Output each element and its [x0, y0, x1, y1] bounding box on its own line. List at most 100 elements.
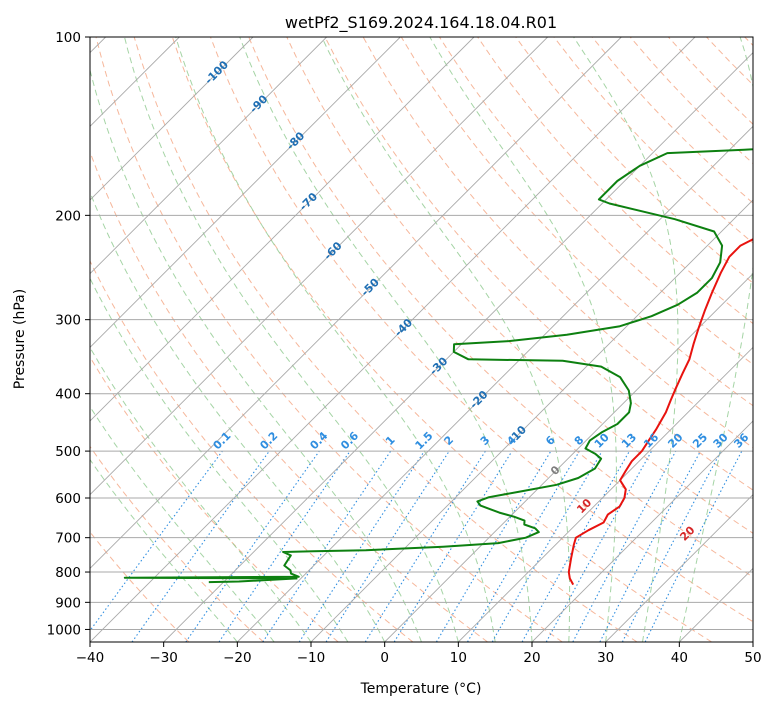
moist-adiabat	[90, 277, 349, 642]
x-tick-label: 0	[380, 650, 389, 666]
mixing-ratio-label: 10	[592, 430, 612, 450]
dry-adiabat	[515, 37, 753, 284]
mixing-ratio-line	[467, 450, 580, 642]
x-tick-label: −20	[223, 650, 252, 666]
mixing-ratio-line	[185, 450, 320, 642]
moist-adiabat	[90, 68, 422, 642]
isotherm-label: 0	[548, 463, 563, 478]
x-axis-label: Temperature (°C)	[360, 681, 482, 697]
mixing-ratio-label: 2	[442, 433, 457, 448]
mixing-ratio-label: 0.6	[338, 429, 361, 452]
isotherm	[90, 37, 696, 642]
isotherm	[163, 52, 753, 642]
chart-title: wetPf2_S169.2024.164.18.04.R01	[285, 13, 557, 33]
dry-adiabat	[553, 37, 753, 244]
isotherm	[90, 37, 327, 275]
isotherm	[90, 37, 401, 348]
moist-adiabat	[90, 190, 386, 642]
y-tick-label: 400	[55, 387, 81, 403]
isotherm-label: -90	[247, 92, 270, 115]
line-labels: -100-90-80-70-60-50-40-30-20-10010203040…	[202, 58, 751, 544]
background-lines	[90, 37, 753, 642]
y-tick-label: 500	[55, 444, 81, 460]
y-axis-label: Pressure (hPa)	[12, 289, 28, 389]
mixing-ratio-label: 0.4	[307, 429, 330, 452]
mixing-ratio-label: 0.1	[211, 429, 234, 452]
y-tick-label: 900	[55, 595, 81, 611]
isotherm	[458, 346, 753, 642]
isotherm	[90, 37, 548, 496]
y-tick-label: 1000	[47, 622, 81, 638]
dry-adiabat	[90, 445, 264, 642]
moist-adiabat	[678, 37, 753, 642]
mixing-ratio-line	[393, 450, 513, 642]
mixing-ratio-label: 6	[543, 433, 558, 448]
y-tick-label: 600	[55, 491, 81, 507]
dry-adiabat-label: 10	[574, 496, 594, 516]
moist-adiabat	[321, 37, 571, 642]
dry-adiabat	[90, 531, 190, 642]
dry-adiabat	[95, 37, 563, 642]
moist-adiabat	[573, 37, 679, 642]
dry-adiabat	[248, 37, 753, 578]
dewpoint-surface-spike-line	[208, 577, 298, 584]
moist-adiabat	[239, 37, 533, 642]
x-tick-label: 20	[523, 650, 540, 666]
dry-adiabat	[668, 37, 753, 125]
isotherm	[679, 567, 753, 642]
isotherm-label: -60	[321, 239, 344, 262]
isotherm	[384, 273, 753, 642]
x-tick-label: −40	[76, 650, 105, 666]
mixing-ratio-label: 13	[619, 431, 639, 451]
dry-adiabat	[286, 37, 753, 534]
isotherm-label: -70	[297, 190, 320, 213]
dry-adiabat	[210, 37, 753, 623]
mixing-ratio-line	[131, 450, 270, 642]
dry-adiabat	[90, 356, 339, 642]
moist-adiabat	[90, 405, 275, 642]
dry-adiabat	[171, 37, 712, 642]
axis-ticks: −40 −30 −20 −10 0 10 20 30 40 5010020030040050060…	[47, 30, 762, 666]
isotherm	[237, 125, 753, 642]
x-tick-label: 50	[744, 650, 761, 666]
mixing-ratio-line	[545, 450, 653, 642]
dry-adiabat	[90, 150, 488, 642]
x-tick-label: −10	[297, 650, 326, 666]
mixing-ratio-line	[325, 450, 450, 642]
x-tick-label: 10	[450, 650, 467, 666]
mixing-ratio-label: 8	[572, 433, 587, 448]
x-tick-label: 40	[671, 650, 688, 666]
isotherm	[752, 641, 753, 642]
mixing-ratio-label: 36	[731, 430, 751, 450]
moist-adiabat	[90, 458, 238, 642]
dry-adiabat	[133, 37, 638, 642]
moist-adiabat	[90, 346, 312, 642]
mixing-ratio-line	[262, 450, 392, 642]
y-tick-label: 800	[55, 565, 81, 581]
dry-adiabat	[90, 259, 414, 642]
moist-adiabat	[429, 37, 617, 642]
isotherm-label: -80	[284, 129, 307, 152]
y-tick-label: 200	[55, 208, 81, 224]
mixing-ratio-line	[218, 450, 351, 642]
mixing-ratio-line	[521, 450, 630, 642]
mixing-ratio-label: 1	[383, 433, 398, 448]
isotherm-label: -100	[202, 58, 231, 87]
x-tick-label: −30	[149, 650, 178, 666]
dry-adiabat	[324, 37, 753, 491]
mixing-ratio-label: 1.5	[413, 429, 436, 452]
moist-adiabat	[124, 37, 459, 642]
mixing-ratio-line	[572, 450, 677, 642]
y-tick-label: 100	[55, 30, 81, 46]
isotherm	[605, 494, 753, 642]
isotherm	[90, 37, 475, 422]
mixing-ratio-line	[90, 450, 223, 632]
mixing-ratio-label: 0.2	[257, 429, 280, 452]
mixing-ratio-line	[644, 450, 743, 642]
dry-adiabat	[706, 37, 753, 86]
isotherm-label: -20	[467, 388, 490, 411]
mixing-ratio-label: 30	[711, 430, 731, 450]
temperature-line	[567, 238, 753, 586]
isotherm	[90, 37, 254, 201]
